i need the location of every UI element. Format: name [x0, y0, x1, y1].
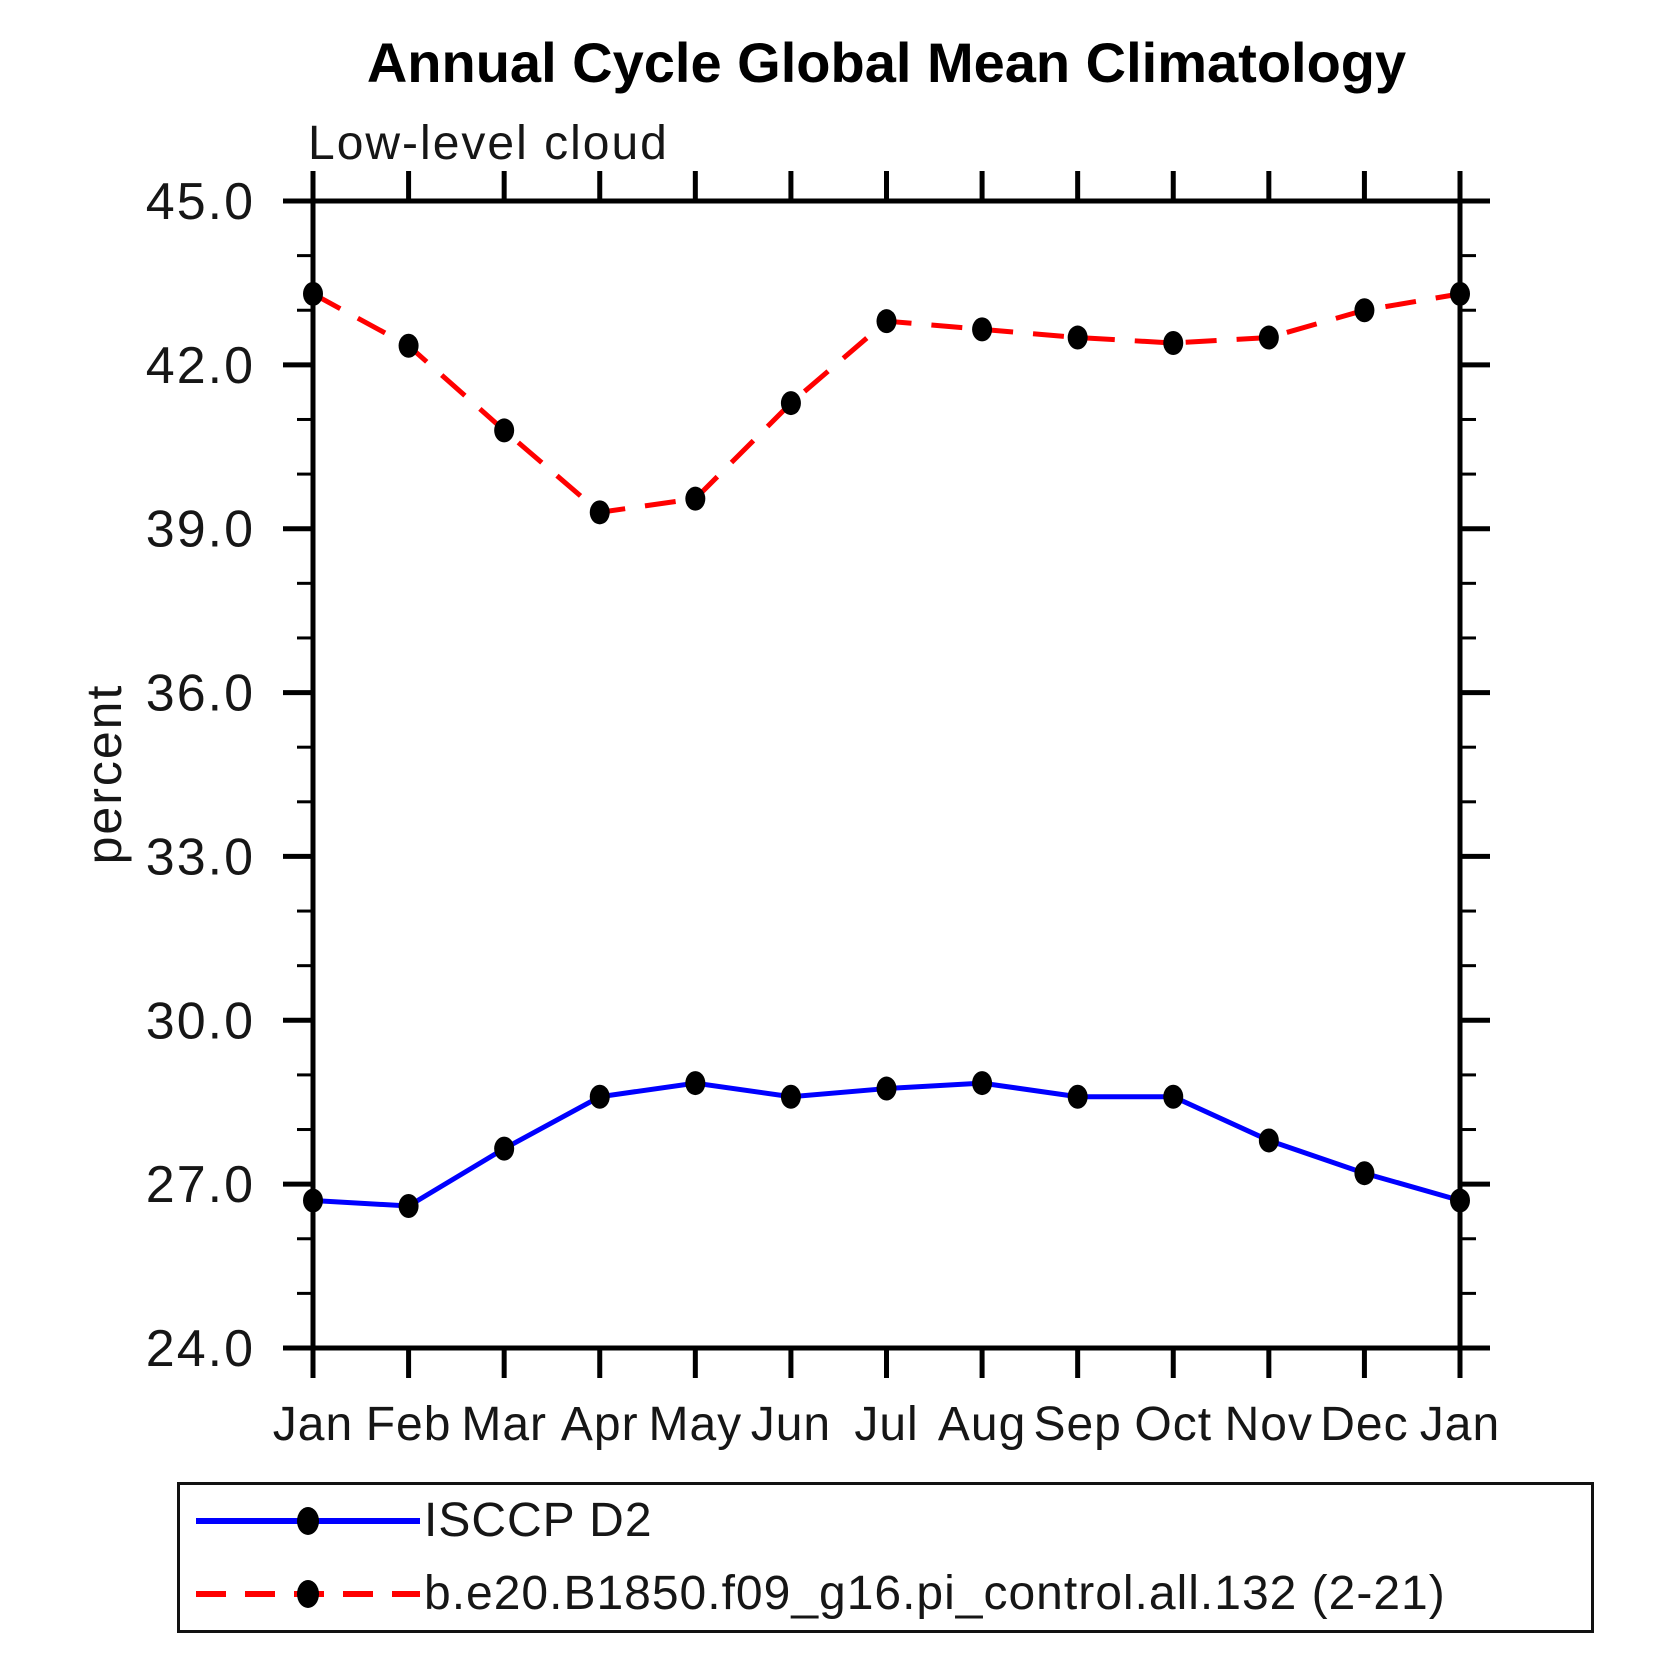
- series-0-marker: [972, 1071, 993, 1096]
- chart-title: Annual Cycle Global Mean Climatology: [366, 31, 1407, 94]
- legend-line-sample-solid: [196, 1507, 420, 1536]
- series-1-marker: [1258, 325, 1279, 350]
- series-1-marker: [494, 418, 515, 443]
- x-tick-label: Aug: [938, 1398, 1026, 1451]
- x-tick-label: Jun: [751, 1398, 831, 1451]
- legend-sample-marker: [297, 1579, 319, 1608]
- y-tick-label: 24.0: [146, 1320, 255, 1378]
- series-0-marker: [1354, 1161, 1375, 1186]
- y-tick-label: 42.0: [146, 337, 255, 395]
- series-0-marker: [303, 1188, 323, 1213]
- series-1-marker: [1450, 281, 1470, 306]
- series-1-marker: [1163, 331, 1184, 356]
- legend-label: ISCCP D2: [424, 1494, 653, 1548]
- x-tick-label: Oct: [1134, 1398, 1212, 1451]
- y-tick-label: 45.0: [146, 173, 255, 231]
- x-tick-label: Feb: [366, 1398, 452, 1451]
- series-1-marker: [685, 486, 706, 511]
- series-1-marker: [589, 500, 610, 525]
- x-tick-label: May: [648, 1398, 742, 1451]
- legend-item-model-run: b.e20.B1850.f09_g16.pi_control.all.132 (…: [180, 1558, 1591, 1631]
- series-0-marker: [494, 1136, 515, 1161]
- y-tick-label: 33.0: [146, 828, 255, 886]
- series-0-marker: [685, 1071, 706, 1096]
- x-tick-label: Nov: [1225, 1398, 1313, 1451]
- series-line-0: [312, 1080, 1461, 1209]
- x-tick-label: Jul: [854, 1398, 918, 1451]
- series-0-marker: [1258, 1128, 1279, 1153]
- series-0-marker: [1450, 1188, 1470, 1213]
- x-tick-label: Sep: [1033, 1398, 1121, 1451]
- x-tick-label: Jan: [1420, 1398, 1500, 1451]
- series-1-marker: [780, 391, 801, 416]
- x-tick-label: Mar: [461, 1398, 547, 1451]
- legend-line-sample-dashed: [196, 1579, 420, 1608]
- series-0-marker: [780, 1084, 801, 1109]
- plot-frame: [310, 198, 1463, 1351]
- y-tick-label: 39.0: [146, 501, 255, 559]
- series-0-marker: [876, 1076, 897, 1101]
- x-tick-label: Apr: [561, 1398, 639, 1451]
- x-tick-label: Jan: [273, 1398, 353, 1451]
- x-tick-label: Dec: [1320, 1398, 1408, 1451]
- series-0-marker: [1067, 1084, 1088, 1109]
- y-tick-label: 27.0: [146, 1156, 255, 1214]
- legend-label: b.e20.B1850.f09_g16.pi_control.all.132 (…: [424, 1566, 1446, 1620]
- series-0-marker: [589, 1084, 610, 1109]
- series-0-marker: [1163, 1084, 1184, 1109]
- series-1-marker: [876, 309, 897, 334]
- series-1-marker: [1354, 298, 1375, 323]
- series-1-marker: [972, 317, 993, 342]
- legend-box: ISCCP D2 b.e20.B1850.f09_g16.pi_control.…: [177, 1482, 1594, 1633]
- y-tick-label: 36.0: [146, 665, 255, 723]
- y-tick-label: 30.0: [146, 992, 255, 1050]
- series-0-marker: [398, 1193, 419, 1218]
- legend-sample-marker: [297, 1507, 319, 1536]
- series-1-marker: [303, 281, 323, 306]
- chart-subtitle: Low-level cloud: [308, 117, 669, 170]
- legend-item-isccp-d2: ISCCP D2: [180, 1485, 1591, 1558]
- series-1-marker: [398, 333, 419, 358]
- series-1-marker: [1067, 325, 1088, 350]
